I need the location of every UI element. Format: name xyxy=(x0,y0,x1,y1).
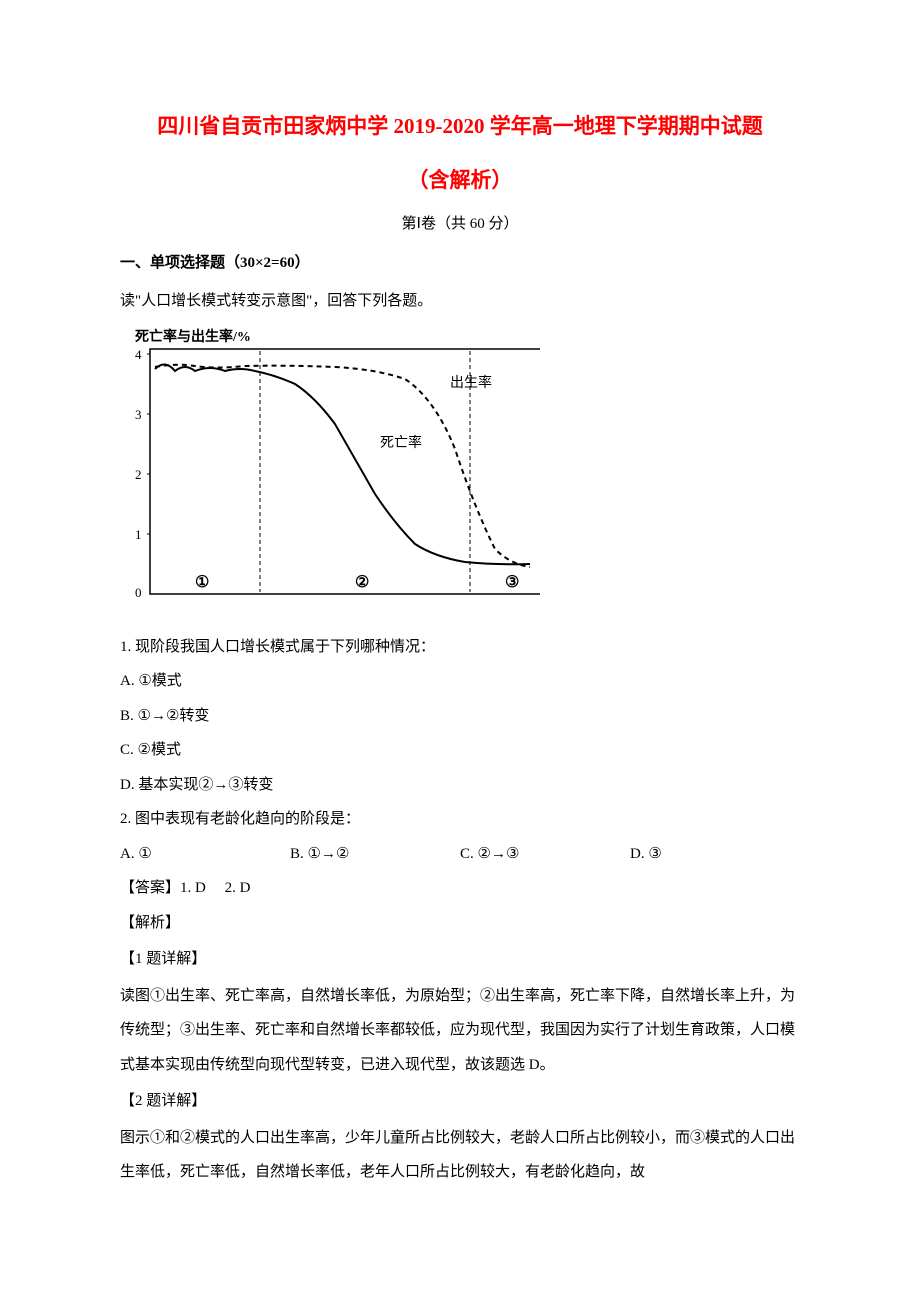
y-tick-3: 3 xyxy=(135,407,142,422)
q2-option-c: C. ②→③ xyxy=(460,837,630,872)
birth-rate-line xyxy=(155,364,530,566)
y-tick-1: 1 xyxy=(135,527,142,542)
q1-option-a: A. ①模式 xyxy=(120,664,800,699)
death-rate-line xyxy=(155,364,530,564)
y-tick-4: 4 xyxy=(135,347,142,362)
phase-label-1: ① xyxy=(195,574,209,591)
answer-line: 【答案】1. D 2. D xyxy=(120,871,800,906)
q2-detail-label: 【2 题详解】 xyxy=(120,1084,800,1119)
q2-prompt: 2. 图中表现有老龄化趋向的阶段是： xyxy=(120,802,800,837)
phase-label-3: ③ xyxy=(505,574,519,591)
y-tick-2: 2 xyxy=(135,467,142,482)
phase-label-2: ② xyxy=(355,574,369,591)
q1-prompt: 1. 现阶段我国人口增长模式属于下列哪种情况： xyxy=(120,630,800,665)
q2-option-b: B. ①→② xyxy=(290,837,460,872)
q1-detail-label: 【1 题详解】 xyxy=(120,942,800,977)
y-axis-label: 死亡率与出生率/% xyxy=(134,328,251,345)
document-title-line1: 四川省自贡市田家炳中学 2019-2020 学年高一地理下学期期中试题 xyxy=(120,110,800,140)
q2-detail-text: 图示①和②模式的人口出生率高，少年儿童所占比例较大，老龄人口所占比例较小，而③模… xyxy=(120,1121,800,1190)
death-rate-label: 死亡率 xyxy=(380,434,422,451)
q1-detail-text: 读图①出生率、死亡率高，自然增长率低，为原始型；②出生率高，死亡率下降，自然增长… xyxy=(120,979,800,1083)
chart-svg: 死亡率与出生率/% 4 3 2 1 0 ① ② ③ xyxy=(120,327,540,617)
birth-rate-label: 出生率 xyxy=(450,374,492,391)
q1-option-c: C. ②模式 xyxy=(120,733,800,768)
section-heading: 一、单项选择题（30×2=60） xyxy=(120,251,800,272)
part-label: 第Ⅰ卷（共 60 分） xyxy=(120,212,800,233)
y-tick-0: 0 xyxy=(135,585,142,600)
population-chart: 死亡率与出生率/% 4 3 2 1 0 ① ② ③ xyxy=(120,327,800,622)
jiexi-label: 【解析】 xyxy=(120,906,800,941)
q2-option-d: D. ③ xyxy=(630,837,800,872)
q1-option-b: B. ①→②转变 xyxy=(120,699,800,734)
q2-option-a: A. ① xyxy=(120,837,290,872)
q2-options: A. ① B. ①→② C. ②→③ D. ③ xyxy=(120,837,800,872)
y-ticks: 4 3 2 1 0 xyxy=(135,347,150,600)
intro-text: 读"人口增长模式转变示意图"，回答下列各题。 xyxy=(120,284,800,319)
q1-option-d: D. 基本实现②→③转变 xyxy=(120,768,800,803)
document-title-line2: （含解析） xyxy=(120,164,800,194)
